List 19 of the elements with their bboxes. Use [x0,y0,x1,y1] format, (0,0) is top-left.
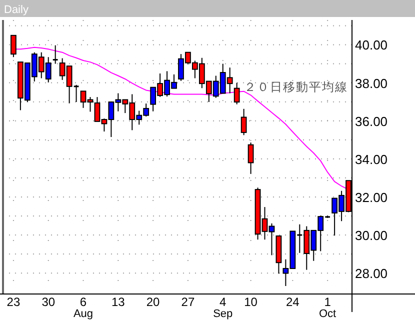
y-tick-label: 28.00 [355,266,388,282]
y-tick-label: 40.00 [355,38,388,53]
x-tick-label: 4 Sep [213,295,233,320]
series-label: ２０日移動平均線 [244,80,348,94]
x-tick-label: 6 Aug [73,295,94,320]
y-tick-label: 32.00 [355,190,388,205]
x-tick-label: 13 [111,295,126,309]
chart-title: Daily [4,4,29,16]
y-tick-label: 36.00 [355,114,388,129]
y-tick-label: 34.00 [355,152,388,167]
x-tick-label: 10 [244,295,258,309]
x-tick-label: 30 [42,295,56,309]
y-tick-label: 38.00 [355,76,388,91]
x-tick-label: 27 [181,295,195,309]
x-tick-label: 24 [286,295,300,309]
y-tick-label: 30.00 [355,228,388,244]
x-tick-label: 20 [146,295,160,309]
x-tick-label: 23 [6,295,20,309]
x-tick-label: 1 Oct [319,295,336,320]
